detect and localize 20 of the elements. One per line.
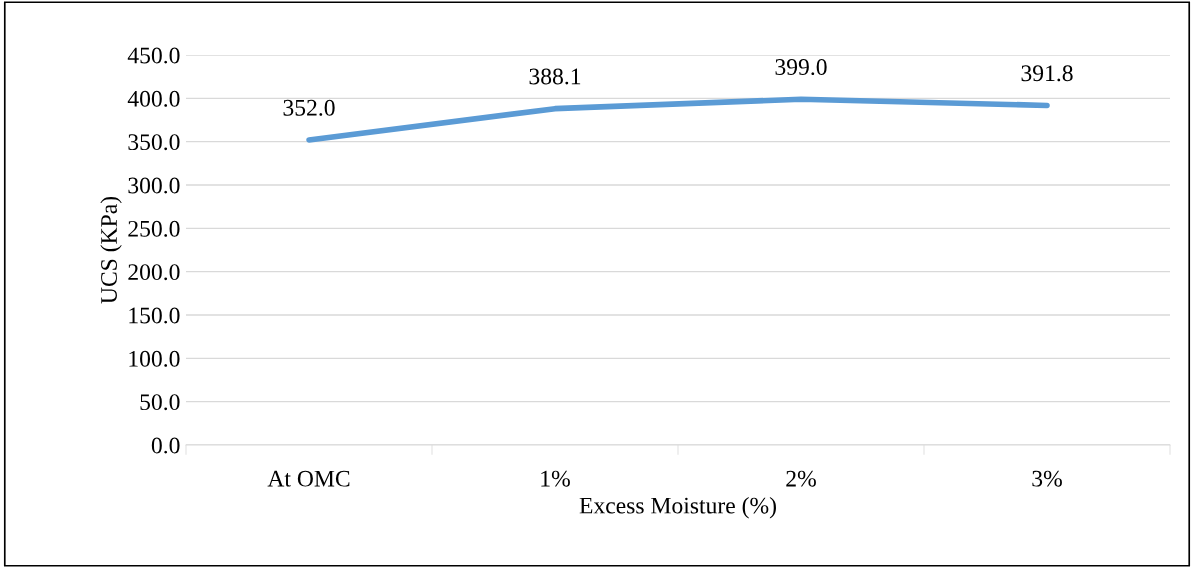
y-tick-label: 300.0: [128, 177, 180, 194]
y-tick-label: 100.0: [129, 350, 180, 367]
data-label: 391.8: [1021, 65, 1073, 82]
y-tick-label: 450.0: [127, 47, 180, 64]
data-label: 352.0: [283, 99, 335, 116]
x-tick-label: 2%: [786, 470, 816, 487]
x-axis-title: Excess Moisture (%): [579, 496, 776, 519]
y-tick-label: 200.0: [128, 264, 180, 281]
y-tick-label: 150.0: [129, 307, 180, 324]
x-tick-label: 1%: [541, 470, 570, 487]
x-tick-label: 3%: [1032, 470, 1062, 487]
y-tick-label: 250.0: [128, 220, 180, 237]
x-tick-label: At OMC: [267, 470, 350, 487]
y-tick-label: 0.0: [151, 437, 180, 454]
data-label: 399.0: [775, 59, 827, 76]
y-tick-label: 400.0: [127, 90, 180, 107]
y-tick-label: 50.0: [140, 394, 180, 411]
data-label: 388.1: [529, 68, 581, 85]
y-axis-title: UCS (KPa): [100, 196, 122, 304]
y-tick-label: 350.0: [128, 134, 180, 151]
